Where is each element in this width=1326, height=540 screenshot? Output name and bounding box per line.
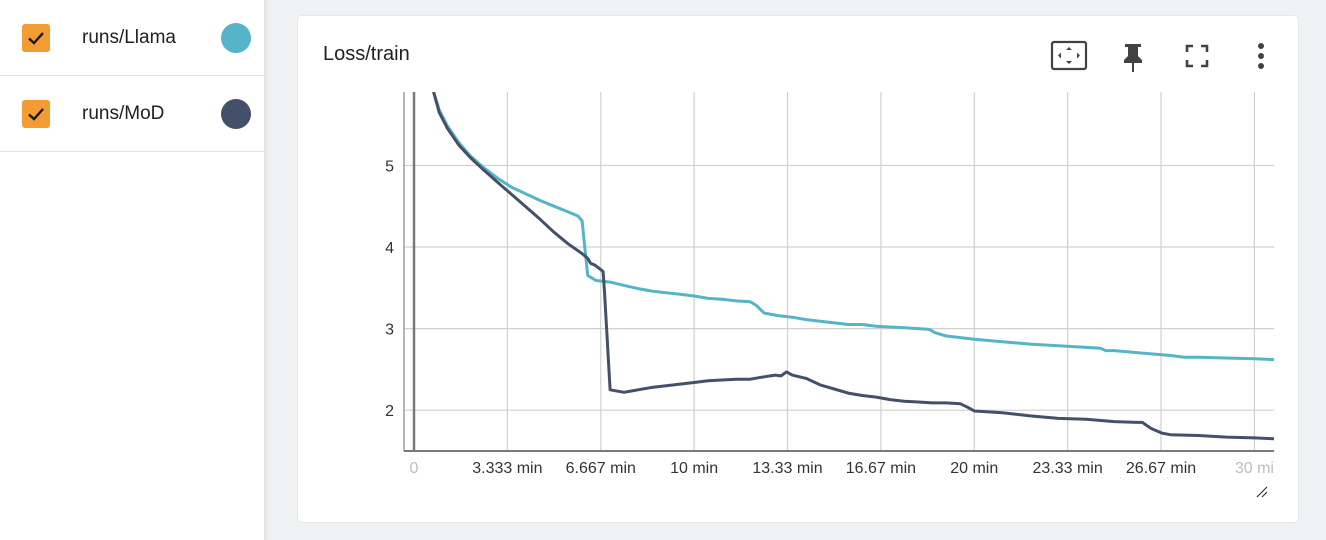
check-icon [28, 32, 44, 45]
fit-domain-icon [1050, 40, 1088, 71]
x-tick-label: 10 min [670, 460, 718, 477]
chart-card: Loss/train 0 3.333 min 6.667 min 10 min 13.3… [297, 15, 1299, 523]
pin-button[interactable] [1113, 36, 1153, 76]
run-row-llama[interactable]: runs/Llama [0, 0, 264, 76]
run-label-mod: runs/MoD [82, 103, 165, 124]
more-vert-icon [1258, 43, 1264, 69]
card-title: Loss/train [323, 43, 410, 65]
more-options-button[interactable] [1241, 36, 1281, 76]
series-line-runs-llama[interactable] [432, 92, 1274, 362]
x-tick-label: 6.667 min [566, 460, 636, 477]
runs-sidebar: runs/Llama runs/MoD [0, 0, 264, 540]
x-tick-label: 26.67 min [1126, 460, 1196, 477]
resize-handle-icon[interactable] [1256, 486, 1268, 498]
run-label-llama: runs/Llama [82, 27, 176, 48]
sidebar-divider [264, 0, 270, 540]
x-tick-label: 30 mi [1235, 460, 1274, 477]
run-color-swatch-llama[interactable] [221, 23, 251, 53]
x-tick-label: 23.33 min [1032, 460, 1102, 477]
x-tick-label: 3.333 min [472, 460, 542, 477]
run-checkbox-llama[interactable] [22, 24, 50, 52]
y-tick-label: 5 [385, 158, 394, 175]
series-line-runs-mod[interactable] [432, 92, 1274, 441]
run-row-mod[interactable]: runs/MoD [0, 76, 264, 152]
fullscreen-icon [1185, 44, 1209, 68]
y-tick-label: 2 [385, 403, 394, 420]
fit-domain-button[interactable] [1049, 36, 1089, 76]
x-tick-label: 13.33 min [752, 460, 822, 477]
y-tick-label: 3 [385, 322, 394, 339]
y-tick-label: 4 [385, 240, 394, 257]
loss-train-chart[interactable]: 0 3.333 min 6.667 min 10 min 13.33 min 16.67 … [298, 16, 1298, 522]
x-tick-label: 0 [410, 460, 419, 477]
check-icon [28, 108, 44, 121]
x-tick-label: 16.67 min [846, 460, 916, 477]
run-checkbox-mod[interactable] [22, 100, 50, 128]
pin-icon [1124, 44, 1142, 72]
x-tick-label: 20 min [950, 460, 998, 477]
fullscreen-button[interactable] [1177, 36, 1217, 76]
run-color-swatch-mod[interactable] [221, 99, 251, 129]
